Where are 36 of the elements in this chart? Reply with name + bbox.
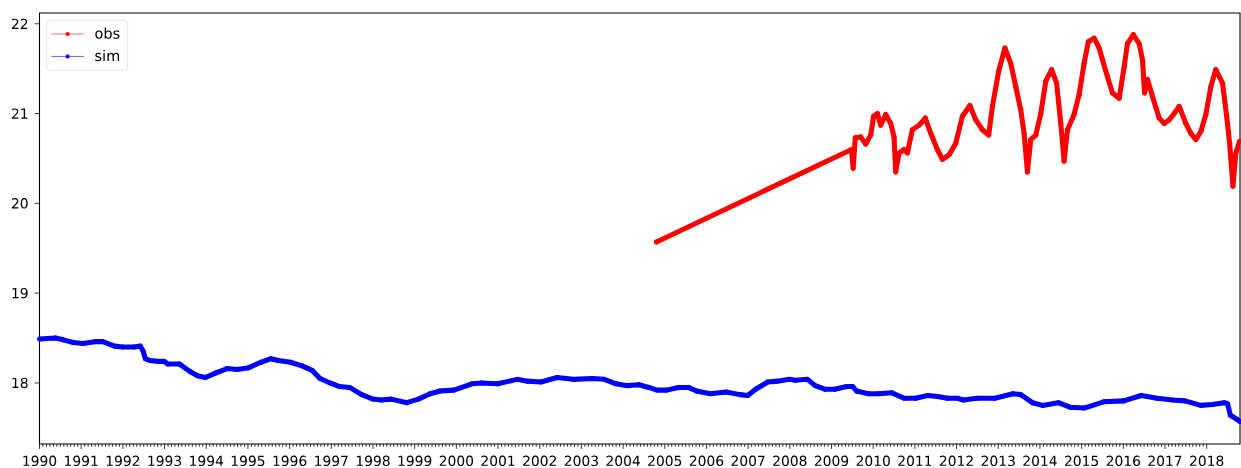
legend-label: obs <box>95 27 120 39</box>
x-tick-label: 2014 <box>1023 455 1057 467</box>
y-tick-label: 22 <box>11 18 28 29</box>
x-tick-label: 1991 <box>65 455 98 467</box>
x-tick-label: 2010 <box>856 455 890 467</box>
x-tick-label: 1992 <box>106 455 140 467</box>
y-tick-label: 20 <box>11 198 28 209</box>
x-tick-label: 2013 <box>981 455 1015 467</box>
x-tick-label: 1993 <box>148 455 182 467</box>
x-tick-label: 2018 <box>1190 455 1224 467</box>
y-tick-label: 19 <box>12 287 28 299</box>
x-tick-label: 1999 <box>398 455 432 467</box>
x-tick-label: 1995 <box>231 455 265 467</box>
x-tick-label: 2012 <box>939 455 973 467</box>
x-tick-label: 2003 <box>564 455 598 467</box>
x-tick-label: 1990 <box>23 455 57 467</box>
x-tick-label: 2009 <box>814 455 849 467</box>
x-tick-label: 1994 <box>190 455 224 467</box>
x-tick-label: 1998 <box>356 455 390 467</box>
x-tick-label: 2016 <box>1106 455 1141 467</box>
x-tick-label: 2001 <box>481 455 515 467</box>
x-tick-label: 1996 <box>273 455 307 467</box>
x-tick-label: 2015 <box>1064 455 1099 467</box>
y-tick-label: 21 <box>11 108 28 119</box>
x-tick-label: 2000 <box>439 455 474 467</box>
x-tick-label: 1997 <box>315 455 348 467</box>
x-tick-label: 2017 <box>1148 455 1182 467</box>
x-tick-label: 2005 <box>648 455 682 467</box>
legend-label: sim <box>95 49 120 62</box>
x-tick-label: 2008 <box>773 455 807 467</box>
x-tick-label: 2011 <box>898 455 932 467</box>
x-tick-label: 2006 <box>689 455 724 467</box>
x-tick-label: 2004 <box>606 455 640 467</box>
x-tick-label: 2002 <box>523 455 556 467</box>
x-tick-label: 2007 <box>731 455 765 467</box>
y-tick-label: 18 <box>12 377 28 389</box>
